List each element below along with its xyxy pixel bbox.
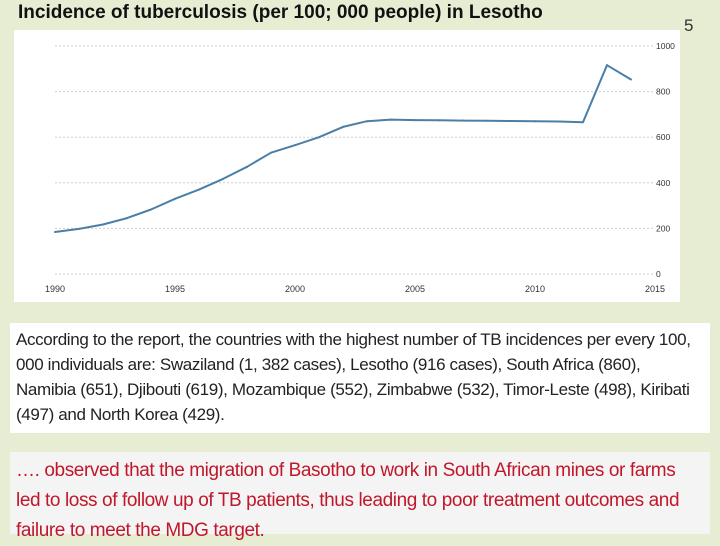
data-point — [78, 227, 80, 230]
series-line — [54, 64, 632, 233]
data-point — [54, 231, 56, 234]
tb-incidence-line-chart: 0 200 400 600 800 1000 1990 1995 2000 2005 2010 201… — [45, 41, 675, 294]
x-tick-label: 2000 — [285, 284, 305, 294]
data-point — [342, 125, 344, 128]
data-point — [606, 64, 608, 67]
y-tick-label: 200 — [656, 223, 670, 233]
data-point — [582, 121, 584, 124]
x-tick-label: 1995 — [165, 284, 185, 294]
y-tick-label: 1000 — [656, 41, 675, 51]
data-point — [318, 136, 320, 139]
data-point — [438, 119, 440, 122]
data-point — [126, 217, 128, 220]
migration-note-box: …. observed that the migration of Basoth… — [10, 452, 710, 541]
x-tick-label: 1990 — [45, 284, 65, 294]
data-point — [510, 120, 512, 123]
slide-title: Incidence of tuberculosis (per 100; 000 … — [18, 2, 543, 23]
y-tick-label: 400 — [656, 178, 670, 188]
data-point — [102, 223, 104, 226]
data-point — [174, 197, 176, 200]
data-point — [366, 120, 368, 123]
report-excerpt-box: According to the report, the countries w… — [10, 323, 710, 433]
data-point — [630, 78, 632, 81]
data-point — [486, 119, 488, 122]
y-tick-label: 0 — [656, 269, 661, 279]
data-point — [246, 165, 248, 168]
data-point — [390, 118, 392, 121]
data-point — [534, 120, 536, 123]
y-tick-label: 600 — [656, 132, 670, 142]
data-point — [198, 188, 200, 191]
x-tick-label: 2010 — [525, 284, 545, 294]
x-tick-label: 2015 — [645, 284, 665, 294]
migration-note-text: …. observed that the migration of Basoth… — [16, 460, 680, 541]
data-point — [414, 119, 416, 122]
data-point — [222, 177, 224, 180]
data-point — [150, 208, 152, 211]
chart-panel: 0 200 400 600 800 1000 1990 1995 2000 2005 2010 201… — [14, 30, 680, 302]
data-point — [270, 151, 272, 154]
x-tick-label: 2005 — [405, 284, 425, 294]
data-point — [462, 119, 464, 122]
data-point — [294, 144, 296, 147]
y-tick-label: 800 — [656, 87, 670, 97]
data-point — [558, 120, 560, 123]
report-excerpt-text: According to the report, the countries w… — [16, 330, 691, 424]
slide-number: 5 — [684, 16, 694, 35]
